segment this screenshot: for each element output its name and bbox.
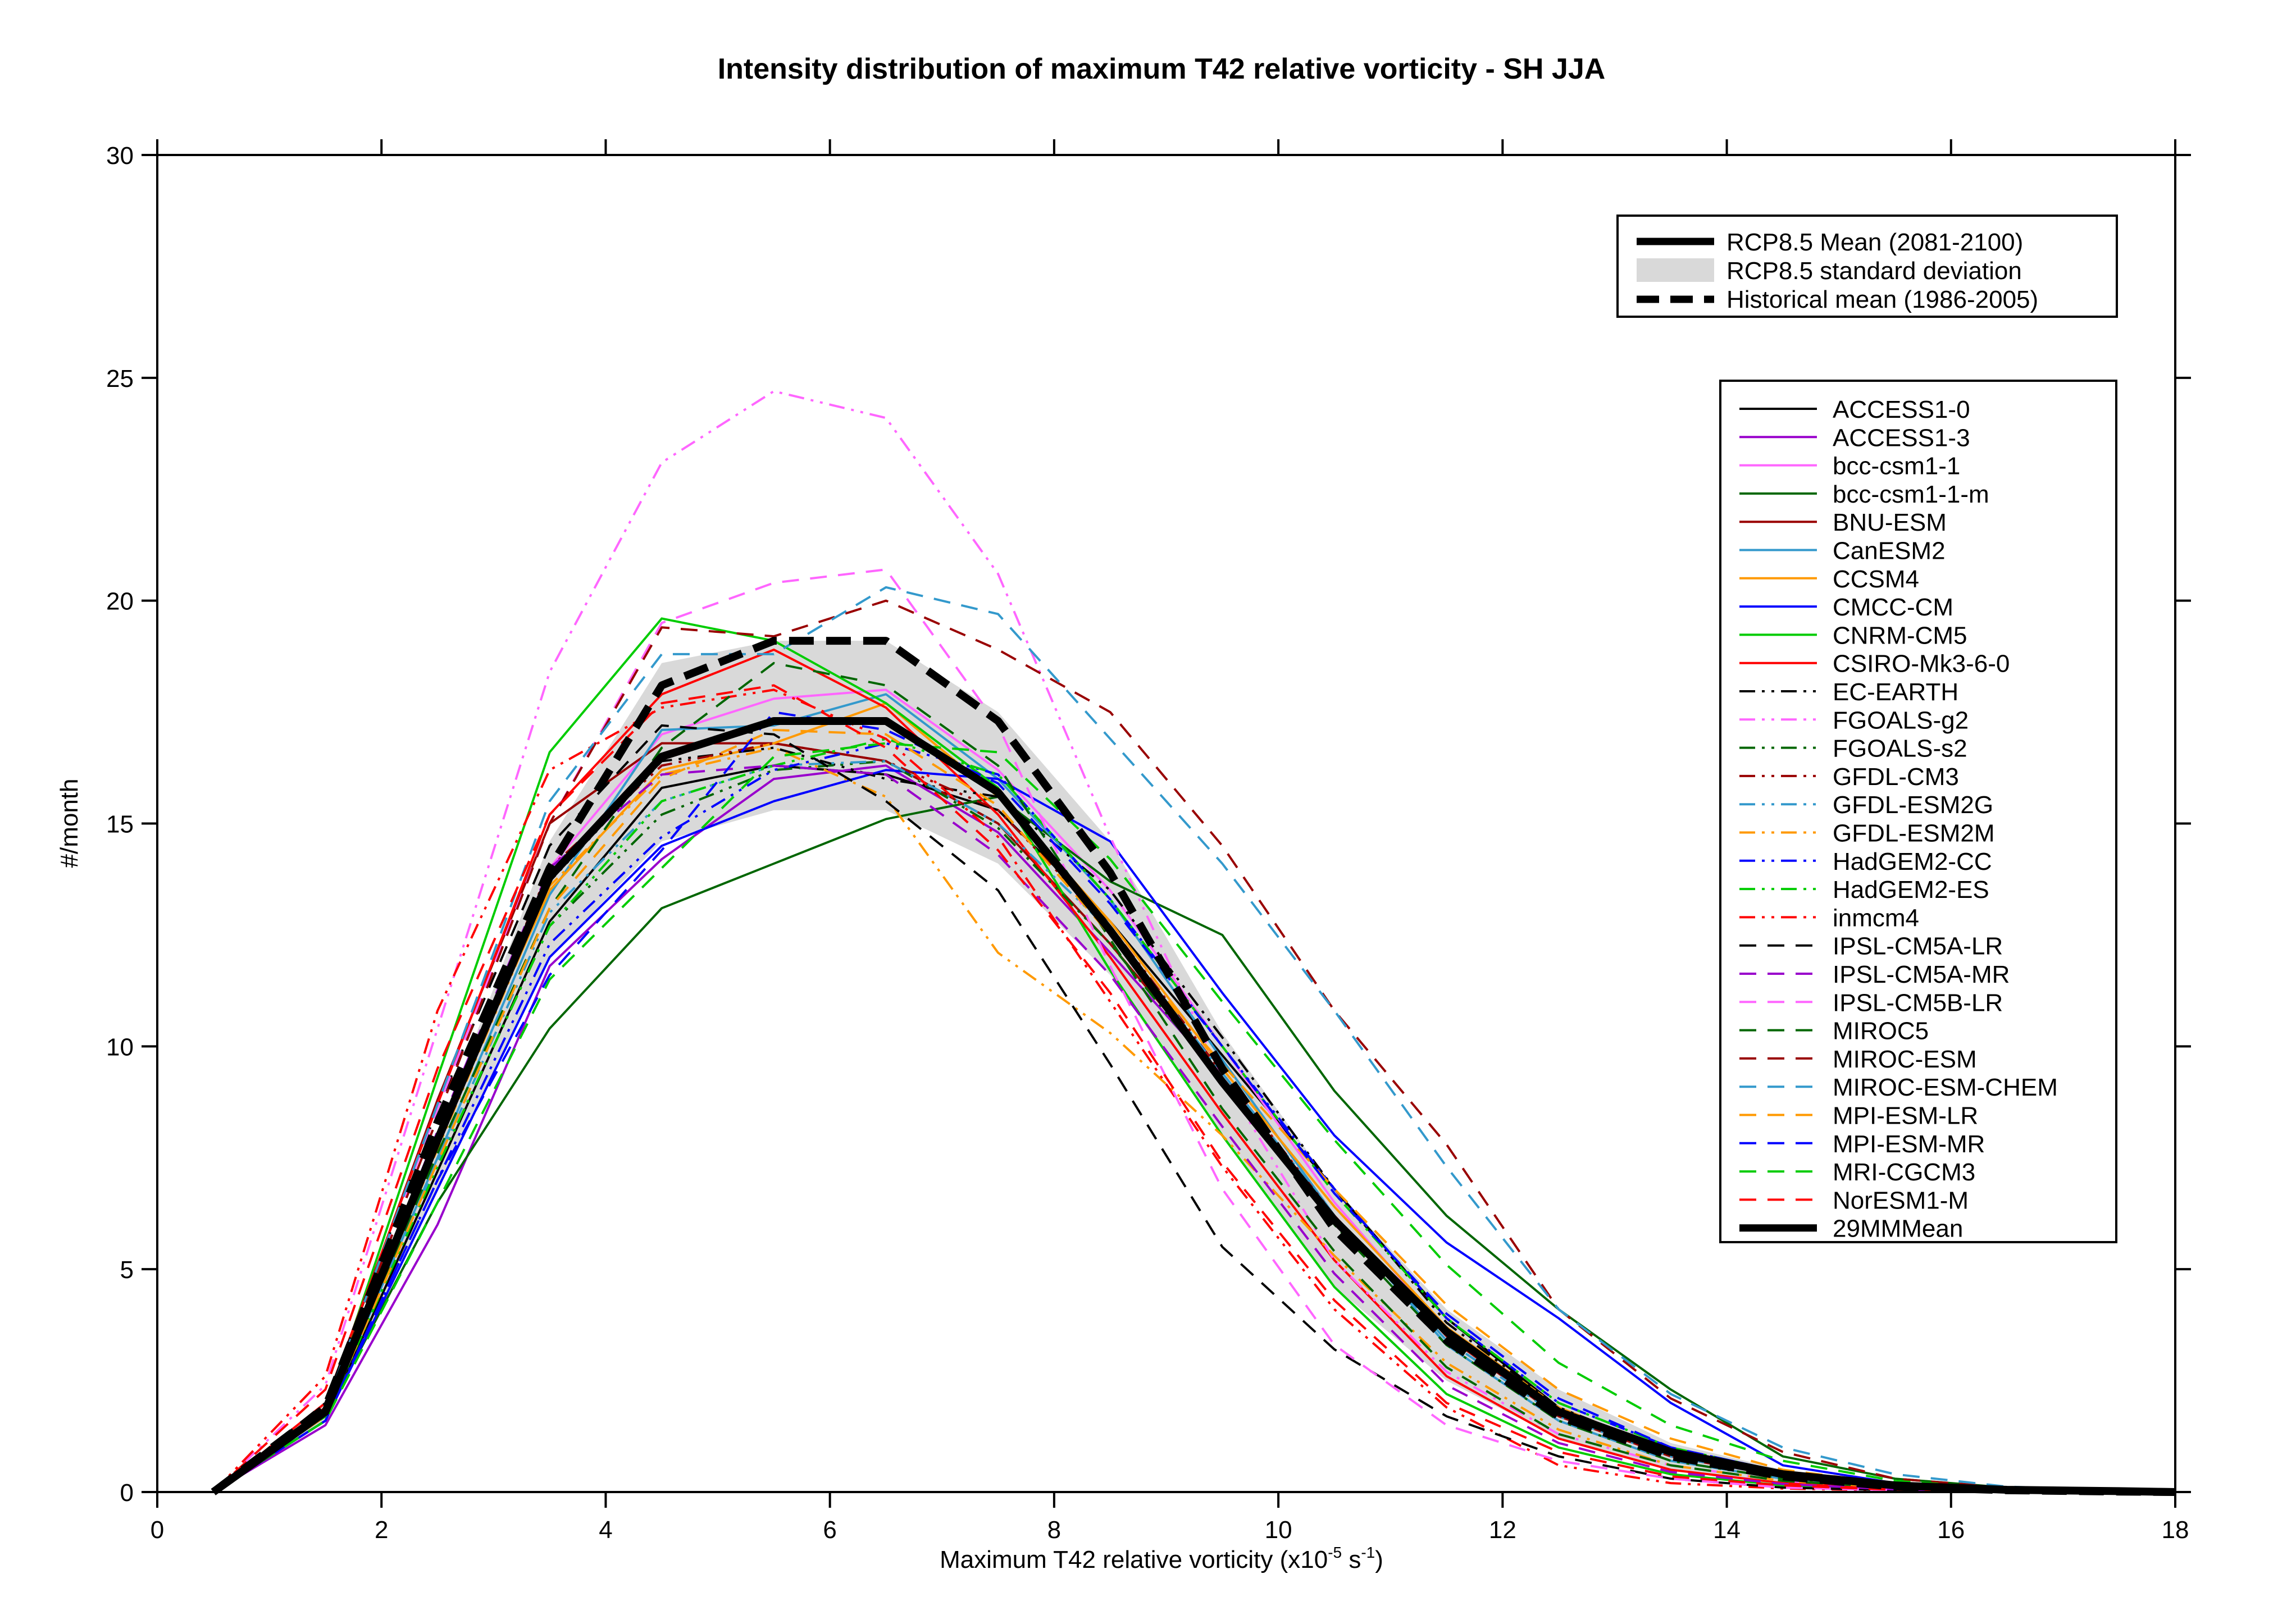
y-tick-label: 25: [106, 365, 134, 393]
legend-label: HadGEM2-CC: [1833, 848, 1992, 875]
series-layer: [211, 390, 2176, 1496]
legend-label: MPI-ESM-MR: [1833, 1130, 1985, 1158]
legend-label: MPI-ESM-LR: [1833, 1102, 1978, 1130]
rcp85-mean-line: [211, 717, 2176, 1496]
legend-label: bcc-csm1-1-m: [1833, 481, 1989, 508]
legend-label: GFDL-ESM2M: [1833, 820, 1994, 847]
legend-label: IPSL-CM5B-LR: [1833, 989, 2003, 1016]
legend-label: GFDL-ESM2G: [1833, 791, 1993, 819]
chart-title: Intensity distribution of maximum T42 re…: [718, 53, 1606, 85]
legend-label: CMCC-CM: [1833, 594, 1953, 621]
summary-legend-label: RCP8.5 Mean (2081-2100): [1726, 229, 2023, 256]
legend-label: IPSL-CM5A-LR: [1833, 933, 2003, 960]
legend-label: FGOALS-g2: [1833, 706, 1969, 734]
legend-label: GFDL-CM3: [1833, 763, 1959, 791]
legend-label: ACCESS1-0: [1833, 396, 1970, 423]
y-tick-label: 15: [106, 811, 134, 838]
y-tick-label: 5: [120, 1256, 134, 1284]
legend-label: bcc-csm1-1: [1833, 453, 1960, 480]
x-tick-label: 14: [1713, 1516, 1741, 1544]
series-line: [212, 795, 2176, 1493]
series-line: [212, 599, 2176, 1493]
x-tick-label: 0: [151, 1516, 164, 1544]
legend-label: MRI-CGCM3: [1833, 1158, 1975, 1186]
y-axis-label: #/month: [56, 779, 83, 868]
series-line: [212, 737, 2176, 1493]
legend-label: BNU-ESM: [1833, 509, 1947, 536]
y-tick-label: 30: [106, 142, 134, 170]
y-tick-label: 20: [106, 588, 134, 615]
model-legend-box: [1719, 380, 2117, 1243]
model-legend: ACCESS1-0ACCESS1-3bcc-csm1-1bcc-csm1-1-m…: [1719, 380, 2117, 1243]
y-tick-label: 0: [120, 1479, 134, 1507]
legend-label: FGOALS-s2: [1833, 735, 1967, 763]
legend-label: CNRM-CM5: [1833, 622, 1967, 649]
x-tick-label: 16: [1937, 1516, 1965, 1544]
series-line: [212, 586, 2176, 1493]
legend-label: MIROC-ESM: [1833, 1046, 1977, 1073]
series-line: [212, 742, 2176, 1493]
legend-label: 29MMMean: [1833, 1215, 1963, 1243]
legend-label: IPSL-CM5A-MR: [1833, 961, 2010, 988]
x-tick-label: 2: [375, 1516, 388, 1544]
legend-label: MIROC-ESM-CHEM: [1833, 1074, 2058, 1101]
x-tick-label: 8: [1047, 1516, 1061, 1544]
legend-label: ACCESS1-3: [1833, 424, 1970, 451]
summary-legend-label: RCP8.5 standard deviation: [1726, 257, 2022, 285]
y-tick-label: 10: [106, 1033, 134, 1061]
legend-label: CCSM4: [1833, 565, 1919, 593]
summary-legend-band-swatch: [1637, 258, 1714, 282]
legend-label: MIROC5: [1833, 1018, 1929, 1045]
x-tick-label: 4: [599, 1516, 612, 1544]
series-line: [212, 684, 2175, 1493]
legend-label: CSIRO-Mk3-6-0: [1833, 650, 2010, 678]
legend-label: HadGEM2-ES: [1833, 876, 1989, 904]
legend-label: CanESM2: [1833, 537, 1946, 565]
tick-layer: 0 2 4 6 8 10 12 14 16 18 0 5 10 15 20 25 30: [106, 139, 2191, 1544]
x-tick-label: 6: [823, 1516, 836, 1544]
legend-label: EC-EARTH: [1833, 678, 1958, 706]
x-tick-label: 10: [1265, 1516, 1292, 1544]
legend-label: NorESM1-M: [1833, 1187, 1969, 1214]
x-tick-label: 12: [1489, 1516, 1516, 1544]
x-tick-label: 18: [2162, 1516, 2189, 1544]
legend-label: inmcm4: [1833, 904, 1919, 932]
summary-legend-label: Historical mean (1986-2005): [1726, 286, 2038, 313]
summary-legend: RCP8.5 Mean (2081-2100) RCP8.5 standard …: [1616, 215, 2118, 318]
x-axis-label: Maximum T42 relative vorticity (x10-5 s-…: [940, 1544, 1383, 1573]
